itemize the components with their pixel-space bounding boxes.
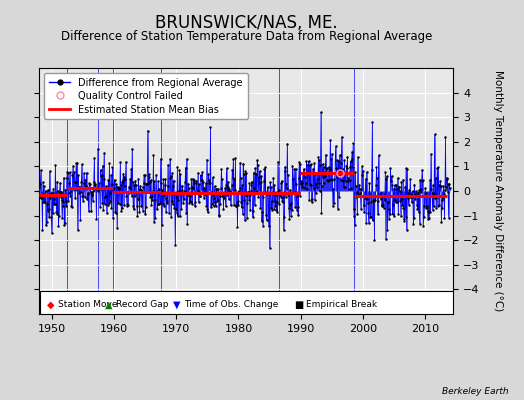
Text: Difference of Station Temperature Data from Regional Average: Difference of Station Temperature Data f… — [61, 30, 432, 43]
Text: ◆: ◆ — [47, 300, 54, 310]
Text: Time of Obs. Change: Time of Obs. Change — [184, 300, 279, 309]
Text: Station Move: Station Move — [58, 300, 117, 309]
Text: Berkeley Earth: Berkeley Earth — [442, 387, 508, 396]
Text: ▲: ▲ — [105, 300, 112, 310]
Text: ■: ■ — [294, 300, 304, 310]
Text: Empirical Break: Empirical Break — [305, 300, 377, 309]
Text: ▼: ▼ — [173, 300, 181, 310]
FancyBboxPatch shape — [40, 291, 453, 314]
Y-axis label: Monthly Temperature Anomaly Difference (°C): Monthly Temperature Anomaly Difference (… — [494, 70, 504, 312]
Text: Record Gap: Record Gap — [116, 300, 168, 309]
Legend: Difference from Regional Average, Quality Control Failed, Estimated Station Mean: Difference from Regional Average, Qualit… — [44, 73, 247, 119]
Text: BRUNSWICK/NAS, ME.: BRUNSWICK/NAS, ME. — [155, 14, 337, 32]
